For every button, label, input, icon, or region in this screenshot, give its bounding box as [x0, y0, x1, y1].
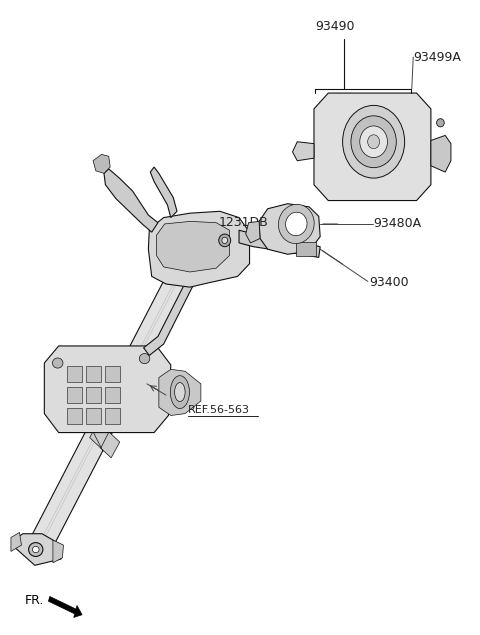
Polygon shape: [150, 167, 177, 218]
Ellipse shape: [139, 354, 150, 364]
FancyArrow shape: [48, 596, 82, 617]
Polygon shape: [148, 211, 250, 287]
Bar: [106, 387, 120, 403]
Ellipse shape: [343, 105, 405, 178]
Bar: [86, 366, 101, 382]
Ellipse shape: [360, 126, 387, 157]
Ellipse shape: [222, 237, 228, 244]
Bar: [106, 408, 120, 424]
Ellipse shape: [175, 383, 185, 401]
Polygon shape: [30, 262, 190, 559]
Ellipse shape: [29, 542, 43, 556]
Polygon shape: [246, 222, 260, 243]
Ellipse shape: [286, 212, 307, 236]
Text: 93490: 93490: [316, 20, 355, 33]
Bar: [86, 387, 101, 403]
Ellipse shape: [351, 116, 396, 168]
Bar: [296, 242, 316, 255]
Polygon shape: [144, 270, 199, 356]
Polygon shape: [53, 540, 63, 563]
Bar: [106, 366, 120, 382]
Polygon shape: [292, 142, 314, 161]
Polygon shape: [135, 373, 165, 408]
Bar: [67, 366, 82, 382]
Polygon shape: [159, 370, 201, 415]
Bar: [67, 387, 82, 403]
Polygon shape: [13, 534, 62, 565]
Ellipse shape: [33, 546, 39, 552]
Text: REF.56-563: REF.56-563: [188, 404, 250, 415]
Polygon shape: [93, 154, 110, 173]
Text: FR.: FR.: [24, 594, 44, 607]
Ellipse shape: [278, 204, 314, 244]
Text: 93400: 93400: [369, 276, 408, 288]
Polygon shape: [156, 222, 229, 272]
Polygon shape: [11, 533, 22, 551]
Polygon shape: [90, 422, 120, 458]
Polygon shape: [239, 231, 320, 257]
Polygon shape: [259, 204, 320, 254]
Ellipse shape: [219, 234, 231, 246]
Text: 93480A: 93480A: [373, 217, 422, 231]
Bar: [86, 408, 101, 424]
Ellipse shape: [170, 376, 190, 408]
Bar: [67, 408, 82, 424]
Text: 1231DB: 1231DB: [218, 216, 268, 229]
Polygon shape: [104, 169, 158, 232]
Polygon shape: [44, 346, 171, 432]
Ellipse shape: [52, 358, 63, 368]
Polygon shape: [431, 135, 451, 172]
Text: 93499A: 93499A: [413, 51, 461, 64]
Polygon shape: [314, 93, 431, 201]
Ellipse shape: [437, 119, 444, 127]
Ellipse shape: [368, 135, 380, 149]
